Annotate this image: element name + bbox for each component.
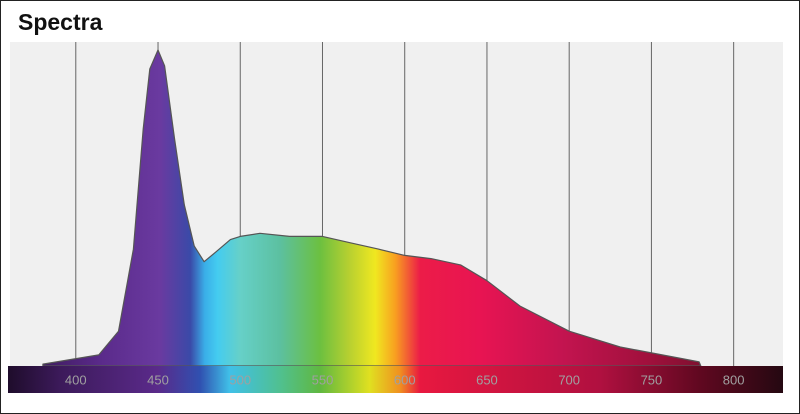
x-tick-label: 750 <box>641 372 663 387</box>
x-tick-label: 400 <box>65 372 87 387</box>
x-tick-label: 700 <box>558 372 580 387</box>
spectrum-bar <box>8 366 783 393</box>
x-tick-label: 800 <box>723 372 745 387</box>
x-tick-label: 600 <box>394 372 416 387</box>
x-tick-label: 450 <box>147 372 169 387</box>
x-tick-label: 650 <box>476 372 498 387</box>
spectrum-area <box>42 49 702 367</box>
chart-title: Spectra <box>18 9 103 35</box>
x-tick-label: 500 <box>229 372 251 387</box>
x-tick-label: 550 <box>312 372 334 387</box>
